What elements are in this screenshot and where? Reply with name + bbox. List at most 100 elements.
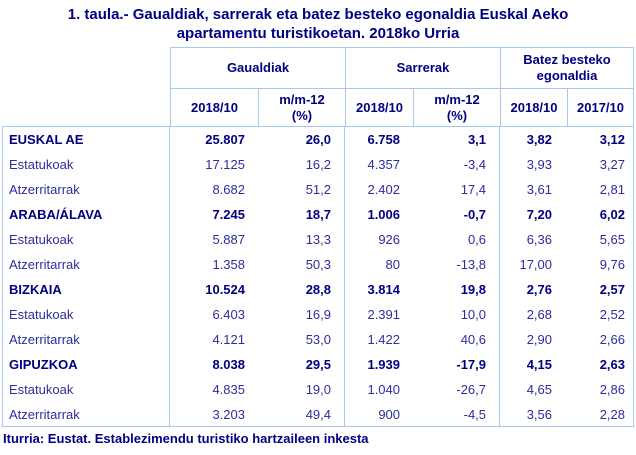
table-row: EUSKAL AE 25.807 26,0 6.758 3,1 3,82 3,12 bbox=[2, 127, 635, 152]
cell: 26,0 bbox=[258, 127, 346, 152]
cell: 80 bbox=[385, 257, 401, 272]
cell: 1.006 bbox=[367, 207, 401, 222]
cell: 2,68 bbox=[526, 307, 553, 322]
table-row: Estatukoak 5.887 13,3 926 0,6 6,36 5,65 bbox=[2, 227, 635, 252]
table-body: EUSKAL AE 25.807 26,0 6.758 3,1 3,82 3,12 Estat… bbox=[2, 127, 635, 427]
subheader-egonaldia-2017-10: 2017/10 bbox=[567, 89, 635, 127]
cell: 7,20 bbox=[526, 207, 553, 222]
cell: 10,0 bbox=[413, 302, 501, 327]
cell: 1.939 bbox=[367, 357, 401, 372]
subheader-sarrerak-2018-10: 2018/10 bbox=[345, 89, 414, 127]
cell: 2,28 bbox=[567, 402, 635, 427]
corner-cell bbox=[2, 47, 170, 127]
cell: 2,66 bbox=[567, 327, 635, 352]
subheader-gaualdiak-variation: m/m-12 (%) bbox=[258, 89, 346, 127]
cell: 53,0 bbox=[258, 327, 346, 352]
subheader-gaualdiak-2018-10: 2018/10 bbox=[170, 89, 258, 127]
cell: 3.814 bbox=[367, 282, 401, 297]
cell: 4,15 bbox=[526, 357, 553, 372]
cell: 2,76 bbox=[526, 282, 553, 297]
cell: 4.357 bbox=[367, 157, 401, 172]
table-row: BIZKAIA 10.524 28,8 3.814 19,8 2,76 2,57 bbox=[2, 277, 635, 302]
cell: -3,4 bbox=[413, 152, 501, 177]
page: 1. taula.- Gaualdiak, sarrerak eta batez… bbox=[0, 5, 636, 455]
row-label: Estatukoak bbox=[2, 302, 170, 327]
cell: 900 bbox=[345, 402, 414, 427]
cell: 3,56 bbox=[500, 402, 568, 427]
table-row: GIPUZKOA 8.038 29,5 1.939 -17,9 4,15 2,63 bbox=[2, 352, 635, 377]
statistics-table: Gaualdiak Sarrerak Batez besteko egonald… bbox=[2, 47, 635, 427]
table-row: Atzerritarrak 3.203 49,4 900 -4,5 3,56 2,28 bbox=[2, 402, 635, 427]
cell: 3,82 bbox=[526, 132, 553, 147]
row-label: Atzerritarrak bbox=[2, 327, 170, 352]
cell: 5.887 bbox=[212, 232, 245, 247]
cell: 16,9 bbox=[258, 302, 346, 327]
cell: 6,36 bbox=[526, 232, 553, 247]
cell: 3,1 bbox=[413, 127, 501, 152]
table-row: ARABA/ÁLAVA 7.245 18,7 1.006 -0,7 7,20 6,02 bbox=[2, 202, 635, 227]
table-row: Atzerritarrak 8.682 51,2 2.402 17,4 3,61 2,81 bbox=[2, 177, 635, 202]
cell: 17,00 bbox=[519, 257, 553, 272]
column-group-sarrerak: Sarrerak bbox=[345, 47, 501, 89]
row-label: Estatukoak bbox=[2, 227, 170, 252]
cell: 4.121 bbox=[212, 332, 245, 347]
cell: 2,90 bbox=[526, 332, 553, 347]
cell: 19,8 bbox=[413, 277, 501, 302]
row-label: Estatukoak bbox=[2, 152, 170, 177]
page-title-line1: 1. taula.- Gaualdiak, sarrerak eta batez… bbox=[67, 6, 569, 23]
sub-header-row: 2018/10 m/m-12 (%) 2018/10 m/m-12 (%) 20… bbox=[2, 89, 635, 127]
cell: 6.403 bbox=[212, 307, 245, 322]
row-label: ARABA/ÁLAVA bbox=[2, 202, 170, 227]
cell: 7.245 bbox=[212, 207, 245, 222]
subheader-egonaldia-2018-10: 2018/10 bbox=[500, 89, 568, 127]
cell: 8.682 bbox=[212, 182, 245, 197]
cell: 40,6 bbox=[413, 327, 501, 352]
table-row: Estatukoak 17.125 16,2 4.357 -3,4 3,93 3,27 bbox=[2, 152, 635, 177]
cell: 25.807 bbox=[205, 132, 245, 147]
cell: 19,0 bbox=[258, 377, 346, 402]
cell: 49,4 bbox=[258, 402, 346, 427]
cell: 1.040 bbox=[367, 382, 401, 397]
cell: 51,2 bbox=[258, 177, 346, 202]
row-label: GIPUZKOA bbox=[2, 352, 170, 377]
cell: 3,27 bbox=[567, 152, 635, 177]
cell: 926 bbox=[378, 232, 401, 247]
subheader-sarrerak-variation: m/m-12 (%) bbox=[413, 89, 501, 127]
cell: 17.125 bbox=[205, 157, 245, 172]
cell: 1.358 bbox=[212, 257, 245, 272]
cell: 3.203 bbox=[170, 402, 258, 427]
cell: 16,2 bbox=[258, 152, 346, 177]
source-note: Iturria: Eustat. Establezimendu turistik… bbox=[3, 431, 369, 446]
cell: 17,4 bbox=[413, 177, 501, 202]
row-label: BIZKAIA bbox=[2, 277, 170, 302]
cell: 50,3 bbox=[258, 252, 346, 277]
column-group-gaualdiak: Gaualdiak bbox=[170, 47, 346, 89]
cell: 2,86 bbox=[567, 377, 635, 402]
cell: -4,5 bbox=[413, 402, 501, 427]
table-row: Atzerritarrak 1.358 50,3 80 -13,8 17,00 9,76 bbox=[2, 252, 635, 277]
cell: -0,7 bbox=[413, 202, 501, 227]
cell: 18,7 bbox=[258, 202, 346, 227]
row-label: EUSKAL AE bbox=[2, 127, 170, 152]
group-header-row: Gaualdiak Sarrerak Batez besteko egonald… bbox=[2, 47, 635, 127]
cell: 5,65 bbox=[567, 227, 635, 252]
row-label: Atzerritarrak bbox=[2, 252, 170, 277]
table-row: Estatukoak 6.403 16,9 2.391 10,0 2,68 2,52 bbox=[2, 302, 635, 327]
cell: 0,6 bbox=[413, 227, 501, 252]
page-title-line2: apartamentu turistikoetan. 2018ko Urria bbox=[176, 25, 460, 42]
cell: 4.835 bbox=[212, 382, 245, 397]
row-label: Atzerritarrak bbox=[2, 402, 170, 427]
column-group-batez-besteko-egonaldia: Batez besteko egonaldia bbox=[500, 47, 635, 89]
cell: 3,93 bbox=[526, 157, 553, 172]
cell: -13,8 bbox=[413, 252, 501, 277]
cell: 3,61 bbox=[526, 182, 553, 197]
table-row: Atzerritarrak 4.121 53,0 1.422 40,6 2,90 2,66 bbox=[2, 327, 635, 352]
cell: 2.391 bbox=[367, 307, 401, 322]
cell: 2,57 bbox=[567, 277, 635, 302]
cell: 13,3 bbox=[258, 227, 346, 252]
cell: 2,63 bbox=[567, 352, 635, 377]
cell: 6.758 bbox=[367, 132, 401, 147]
cell: 28,8 bbox=[258, 277, 346, 302]
page-title: 1. taula.- Gaualdiak, sarrerak eta batez… bbox=[2, 5, 634, 43]
row-label: Atzerritarrak bbox=[2, 177, 170, 202]
